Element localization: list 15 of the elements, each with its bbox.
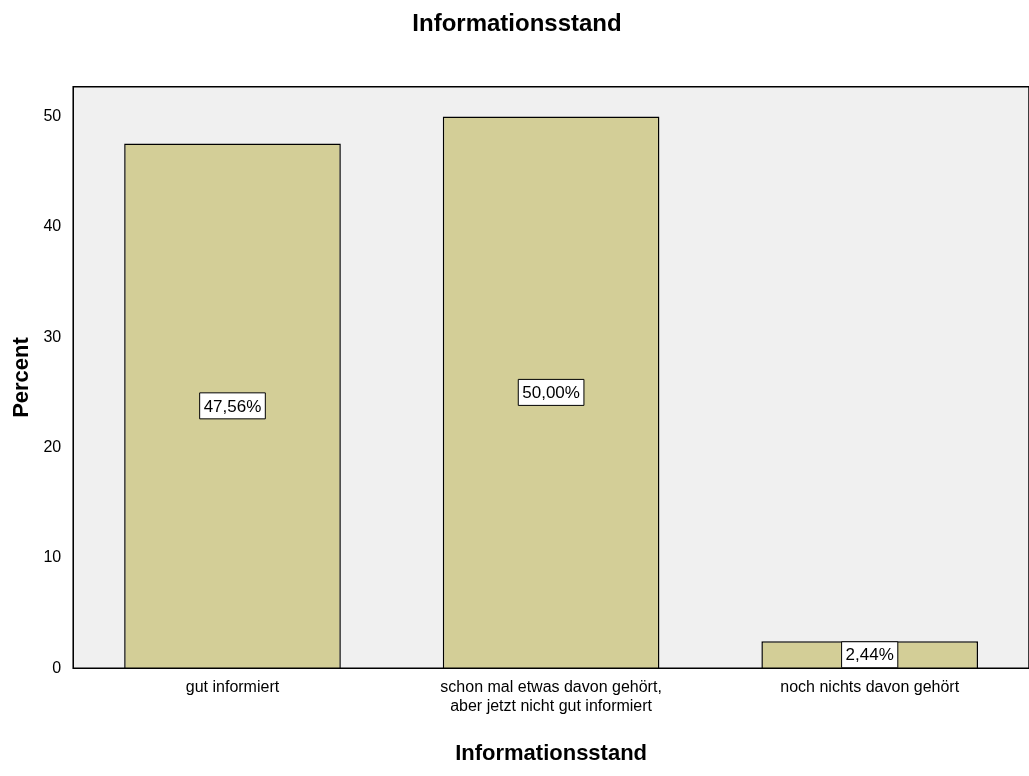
x-tick-label: noch nichts davon gehört [780,678,960,696]
y-tick-label: 50 [43,106,62,124]
data-label: 2,44% [845,645,894,665]
y-tick-label: 20 [43,437,62,455]
y-tick-label: 30 [43,327,62,345]
y-axis-title: Percent [8,336,34,418]
data-label: 50,00% [522,383,580,403]
x-tick-label: gut informiert [185,678,280,696]
y-tick-label: 10 [43,548,62,566]
x-tick-label: schon mal etwas davon gehört, aber jetzt nicht gut informiert [440,678,662,715]
y-tick-label: 40 [43,217,62,235]
chart-title: Informationsstand [412,9,622,37]
y-tick-label: 0 [52,658,62,676]
data-label: 47,56% [203,396,262,416]
x-axis-title: Informationsstand [455,739,648,765]
